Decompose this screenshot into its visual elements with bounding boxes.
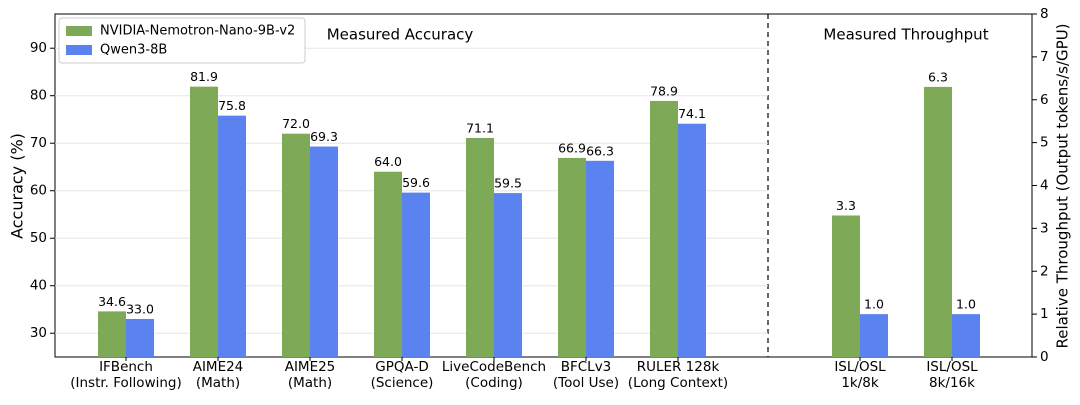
y2-axis-label: Relative Throughput (Output tokens/s/GPU… xyxy=(1054,23,1072,348)
value-label: 34.6 xyxy=(98,294,126,309)
bar xyxy=(126,318,154,357)
y2-tick-label: 2 xyxy=(1040,263,1049,279)
x-tick-label: GPQA-D (Science) xyxy=(370,359,434,391)
value-label: 66.9 xyxy=(558,140,586,155)
value-label: 81.9 xyxy=(190,69,218,84)
value-label: 1.0 xyxy=(864,297,884,312)
bar xyxy=(650,100,678,357)
bar xyxy=(466,137,494,357)
legend-box xyxy=(58,17,306,64)
y-tick-label: 50 xyxy=(30,230,47,246)
y-axis-label: Accuracy (%) xyxy=(8,133,27,239)
y2-tick-label: 7 xyxy=(1040,49,1049,65)
bar xyxy=(952,314,980,357)
value-label: 71.1 xyxy=(466,120,494,135)
bar xyxy=(678,123,706,357)
x-tick-label: ISL/OSL 1k/8k xyxy=(834,359,886,391)
value-label: 59.6 xyxy=(402,175,430,190)
value-label: 3.3 xyxy=(836,198,856,213)
bar xyxy=(374,171,402,357)
legend-swatch xyxy=(66,26,92,36)
value-label: 75.8 xyxy=(218,98,246,113)
y2-tick-label: 6 xyxy=(1040,92,1049,108)
y-tick-label: 80 xyxy=(30,88,47,104)
x-tick-label: RULER 128k (Long Context) xyxy=(627,359,729,391)
value-label: 64.0 xyxy=(374,154,402,169)
value-label: 69.3 xyxy=(310,129,338,144)
bar xyxy=(402,192,430,357)
bar xyxy=(282,133,310,357)
y2-tick-label: 4 xyxy=(1040,178,1049,194)
bar xyxy=(190,86,218,357)
y-tick-label: 60 xyxy=(30,183,47,199)
value-label: 1.0 xyxy=(956,297,976,312)
x-tick-label: LiveCodeBench (Coding) xyxy=(441,359,547,391)
legend-label: NVIDIA-Nemotron-Nano-9B-v2 xyxy=(100,24,295,39)
x-tick-label: AIME24 (Math) xyxy=(192,359,244,391)
panel-title: Measured Throughput xyxy=(823,26,988,44)
bar xyxy=(586,160,614,357)
x-tick-label: BFCLv3 (Tool Use) xyxy=(552,359,620,391)
value-label: 78.9 xyxy=(650,83,678,98)
y2-tick-label: 5 xyxy=(1040,135,1049,151)
y-tick-label: 90 xyxy=(30,40,47,56)
y-tick-label: 40 xyxy=(30,278,47,294)
value-label: 59.5 xyxy=(494,176,522,191)
value-label: 74.1 xyxy=(678,106,706,121)
y-tick-label: 30 xyxy=(30,325,47,341)
y-tick-label: 70 xyxy=(30,135,47,151)
y2-tick-label: 3 xyxy=(1040,220,1049,236)
legend-label: Qwen3-8B xyxy=(100,43,167,58)
bar xyxy=(558,157,586,357)
y2-tick-label: 1 xyxy=(1040,306,1049,322)
bar xyxy=(832,215,860,357)
panel-title: Measured Accuracy xyxy=(327,26,474,44)
bar xyxy=(310,146,338,357)
x-tick-label: AIME25 (Math) xyxy=(284,359,336,391)
value-label: 6.3 xyxy=(928,69,948,84)
y2-tick-label: 8 xyxy=(1040,6,1049,22)
bar xyxy=(98,311,126,357)
y2-tick-label: 0 xyxy=(1040,349,1049,365)
bar xyxy=(860,314,888,357)
bar xyxy=(494,193,522,357)
legend-swatch xyxy=(66,45,92,55)
value-label: 33.0 xyxy=(126,301,154,316)
bar xyxy=(218,115,246,357)
value-label: 72.0 xyxy=(282,116,310,131)
x-tick-label: ISL/OSL 8k/16k xyxy=(926,359,978,391)
x-tick-label: IFBench (Instr. Following) xyxy=(70,359,182,391)
bar xyxy=(924,86,952,357)
value-label: 66.3 xyxy=(586,143,614,158)
